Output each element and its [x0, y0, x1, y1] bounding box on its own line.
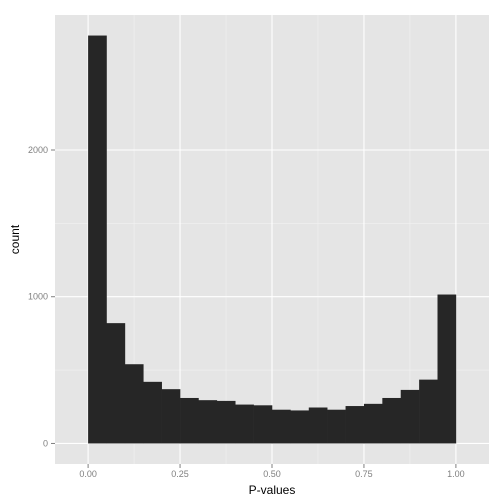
histogram-bar-8	[235, 404, 254, 444]
histogram-bar-19	[437, 294, 457, 444]
y-tick-label: 2000	[28, 145, 48, 155]
histogram-bar-4	[161, 389, 181, 444]
y-axis-title: count	[8, 224, 22, 254]
histogram-bar-15	[363, 403, 383, 444]
histogram-bar-10	[272, 409, 291, 444]
histogram-bar-5	[180, 397, 199, 444]
histogram-bar-6	[198, 400, 218, 444]
histogram-bar-13	[327, 409, 346, 444]
histogram-bar-17	[400, 389, 420, 444]
x-axis-title: P-values	[249, 483, 296, 497]
x-tick-label: 0.50	[263, 469, 281, 479]
histogram-bar-3	[143, 381, 162, 444]
histogram-bar-2	[124, 364, 144, 444]
x-tick-label: 0.75	[355, 469, 373, 479]
x-tick-label: 0.25	[171, 469, 189, 479]
y-tick-label: 1000	[28, 292, 48, 302]
x-axis-ticks: 0.00 0.25 0.50 0.75 1.00	[79, 464, 465, 479]
histogram-bar-18	[419, 379, 438, 444]
histogram-bar-7	[216, 400, 236, 444]
x-tick-label: 1.00	[447, 469, 465, 479]
histogram-bar-0	[88, 35, 107, 444]
histogram-bar-11	[290, 410, 310, 444]
histogram-bar-16	[382, 397, 402, 444]
y-axis-ticks: 0 1000 2000	[28, 145, 55, 448]
y-tick-label: 0	[43, 438, 48, 448]
histogram-bar-9	[253, 405, 273, 444]
histogram-bar-1	[106, 323, 126, 444]
x-tick-label: 0.00	[79, 469, 97, 479]
histogram-bar-12	[308, 407, 328, 444]
bars	[88, 35, 457, 444]
histogram-bar-14	[345, 406, 365, 444]
